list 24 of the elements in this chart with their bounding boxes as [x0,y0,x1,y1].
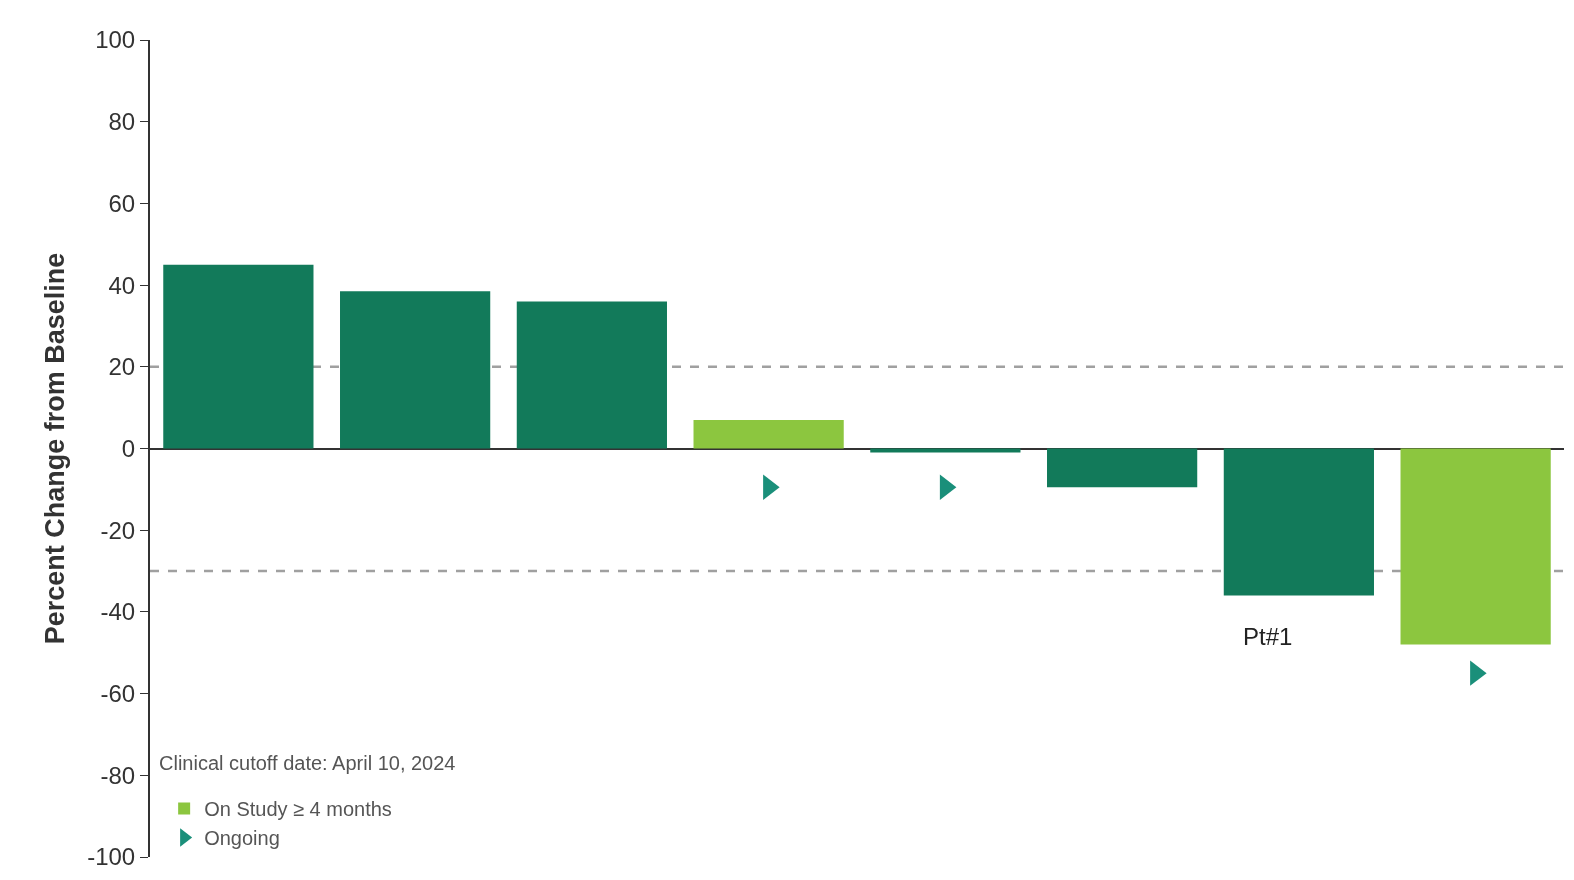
bar [516,301,667,449]
y-tick-label: 20 [108,353,136,381]
bar [1223,448,1374,596]
bar [340,291,491,449]
bar [870,448,1021,453]
legend-label: Ongoing [204,827,280,850]
y-tick-label: 100 [95,26,136,54]
y-tick-label: 80 [108,108,136,136]
y-tick-label: -40 [100,598,136,626]
y-tick-label: 0 [121,434,136,462]
legend-label: On Study ≥ 4 months [204,798,392,821]
bar [1047,448,1198,488]
annotation: Clinical cutoff date: April 10, 2024 [159,752,456,774]
y-tick-label: 40 [108,271,136,299]
y-tick-label: -100 [87,843,136,871]
y-axis-title: Percent Change from Baseline [39,252,70,645]
y-tick-label: -80 [100,761,136,789]
y-tick-label: 60 [108,189,136,217]
bar [693,419,844,449]
bar [163,264,314,449]
y-tick-label: -20 [100,516,136,544]
bar [1400,448,1551,645]
y-tick-label: -60 [100,680,136,707]
annotation: Pt#1 [1243,623,1293,650]
